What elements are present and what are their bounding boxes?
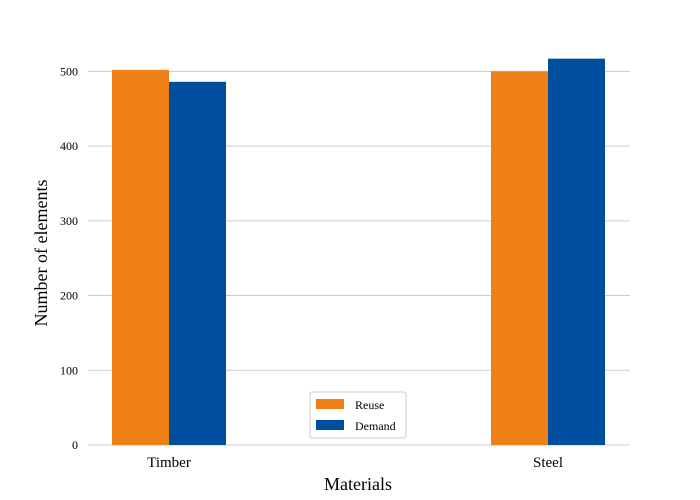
x-tick-label: Timber [147, 455, 191, 471]
legend-label-reuse: Reuse [355, 398, 384, 412]
y-axis-ticks: 0 100 200 300 400 500 [60, 64, 78, 452]
legend: Reuse Demand [309, 391, 407, 439]
x-axis-ticks: Timber Steel [147, 455, 563, 471]
x-axis-label: Materials [324, 474, 392, 494]
x-tick-label: Steel [533, 455, 563, 471]
legend-swatch-reuse [316, 399, 344, 409]
y-tick-label: 0 [72, 438, 78, 452]
y-axis-label: Number of elements [31, 180, 51, 327]
y-tick-label: 300 [60, 214, 78, 228]
y-tick-label: 100 [60, 363, 78, 377]
legend-label-demand: Demand [355, 419, 396, 433]
legend-swatch-demand [316, 420, 344, 430]
y-tick-label: 200 [60, 289, 78, 303]
bar-demand-steel [548, 58, 605, 445]
bar-reuse-steel [491, 71, 548, 445]
bar-reuse-timber [112, 69, 169, 446]
bars [112, 58, 605, 446]
y-tick-label: 500 [60, 64, 78, 78]
y-tick-label: 400 [60, 139, 78, 153]
bar-demand-timber [169, 81, 226, 446]
